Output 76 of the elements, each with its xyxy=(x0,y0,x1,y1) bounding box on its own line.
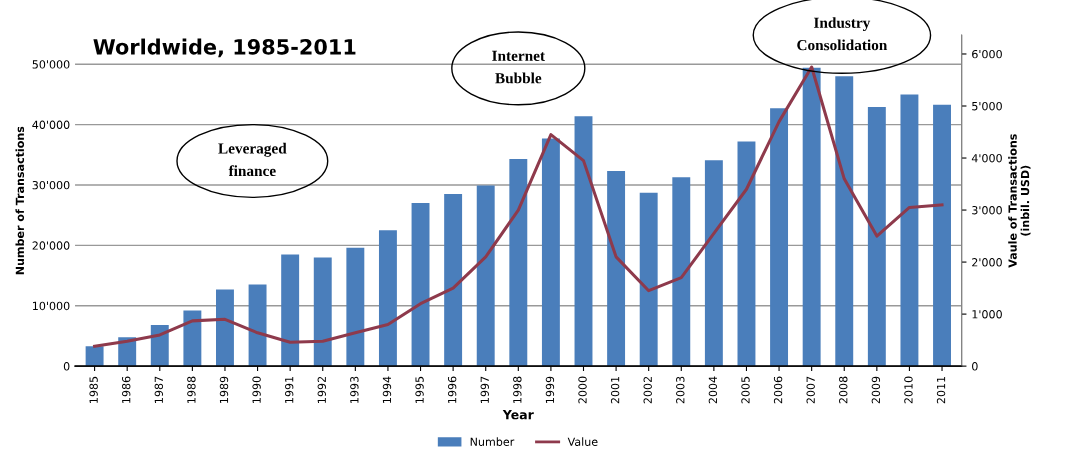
x-tick-label: 1997 xyxy=(480,376,489,403)
y-tick-label: 50'000 xyxy=(32,60,70,69)
x-tick-label: 2002 xyxy=(643,376,652,404)
x-tick-label: 1991 xyxy=(284,376,294,403)
bar xyxy=(476,185,495,367)
annotation: Leveraged finance xyxy=(218,142,287,177)
line-series xyxy=(93,65,944,348)
x-tick-label: 1998 xyxy=(513,376,522,403)
y-tick-label: 0 xyxy=(63,362,70,371)
y2-tick-label: 3'000 xyxy=(972,206,1002,215)
legend-label: Number xyxy=(470,437,515,446)
bar xyxy=(933,104,951,367)
x-tick-label: 1999 xyxy=(545,376,555,403)
chart-title: Worldwide, 1985-2011 xyxy=(93,38,356,58)
bar xyxy=(639,192,658,367)
x-tick-label: 1994 xyxy=(382,376,392,403)
bar xyxy=(85,346,104,367)
x-tick-label: 1992 xyxy=(317,376,326,403)
x-tick-label: 1989 xyxy=(219,376,229,403)
y-axis-title: Number of Transactions xyxy=(15,126,25,275)
bar xyxy=(411,203,430,367)
bar xyxy=(248,284,267,367)
x-tick-label: 1985 xyxy=(89,376,98,403)
x-tick-label: 2008 xyxy=(839,376,848,404)
bar xyxy=(444,194,463,367)
x-tick-label: 1996 xyxy=(447,376,457,403)
bar xyxy=(867,107,886,367)
bar xyxy=(607,171,626,367)
annotation: Industry Consolidation xyxy=(797,17,888,51)
x-tick-label: 1988 xyxy=(187,376,196,403)
x-tick-label: 2010 xyxy=(904,376,913,404)
x-tick-label: 2005 xyxy=(741,376,750,404)
bar xyxy=(150,325,169,367)
bar xyxy=(216,289,234,367)
bar xyxy=(770,108,789,367)
x-tick-label: 2004 xyxy=(708,376,718,404)
bar xyxy=(183,310,202,367)
y2-axis-title: Vaule of Transactions (inbil. USD) xyxy=(1008,134,1031,268)
x-tick-label: 1990 xyxy=(252,376,261,403)
bar xyxy=(378,230,397,367)
annotation: Internet Bubble xyxy=(492,50,545,84)
bar xyxy=(835,76,854,367)
y2-tick-label: 6'000 xyxy=(972,49,1002,59)
x-tick-label: 2003 xyxy=(676,376,685,404)
bar xyxy=(509,159,528,367)
bar xyxy=(802,67,821,367)
bar xyxy=(672,177,691,367)
y2-tick-label: 0 xyxy=(972,362,978,371)
x-tick-label: 1987 xyxy=(154,376,164,403)
x-tick-label: 1986 xyxy=(122,376,131,403)
bar xyxy=(900,94,919,367)
bar xyxy=(737,141,756,367)
bar xyxy=(574,116,593,367)
x-tick-label: 1995 xyxy=(415,376,424,403)
y2-tick-label: 2'000 xyxy=(972,258,1002,267)
y-tick-label: 20'000 xyxy=(32,241,70,250)
bar xyxy=(281,254,300,367)
y2-tick-label: 1'000 xyxy=(972,310,1002,319)
y-tick-label: 30'000 xyxy=(32,180,70,190)
x-tick-label: 2011 xyxy=(936,376,946,404)
y2-tick-label: 4'000 xyxy=(971,154,1002,163)
x-axis-title: Year xyxy=(502,410,534,420)
x-tick-label: 2007 xyxy=(806,376,815,404)
x-tick-label: 2000 xyxy=(578,376,587,404)
x-tick-label: 2009 xyxy=(871,376,881,404)
bar xyxy=(313,257,332,367)
bar xyxy=(346,247,365,367)
x-tick-label: 2001 xyxy=(610,376,620,404)
y-tick-label: 10'000 xyxy=(33,301,70,311)
bar xyxy=(541,138,560,367)
legend-label: Value xyxy=(567,437,598,446)
x-tick-label: 1993 xyxy=(350,376,359,403)
x-tick-label: 2006 xyxy=(773,376,783,404)
y2-tick-label: 5'000 xyxy=(972,101,1002,111)
bar xyxy=(704,160,723,367)
y-tick-label: 40'000 xyxy=(32,120,70,129)
